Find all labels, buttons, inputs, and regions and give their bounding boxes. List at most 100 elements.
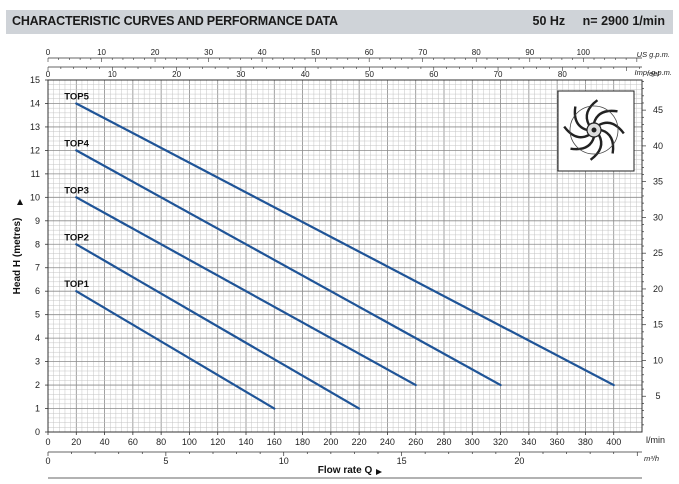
impeller-icon [557, 90, 635, 172]
x-tick-label: 120 [210, 437, 225, 447]
y-tick-label: 1 [35, 404, 40, 414]
y-tick-label: 13 [30, 122, 40, 132]
y-tick-label: 15 [30, 75, 40, 85]
impeller-vane [589, 134, 603, 161]
imp-gpm-tick-label: 80 [558, 70, 567, 79]
m3h-tick-label: 20 [514, 456, 524, 466]
y-tick-label: 7 [35, 263, 40, 273]
y-axis-arrow [17, 199, 23, 205]
us-gpm-tick-label: 100 [577, 48, 591, 57]
y-tick-label: 2 [35, 380, 40, 390]
feet-tick-label: 35 [653, 177, 663, 187]
y-tick-label: 10 [30, 192, 40, 202]
m3h-tick-label: 0 [45, 456, 50, 466]
curve-label-top2: TOP2 [64, 232, 89, 243]
impeller-vane [563, 125, 590, 139]
x-tick-label: 200 [323, 437, 338, 447]
y-axis-title: Head H (metres) [12, 218, 23, 295]
speed-label: n= 2900 1/min [582, 14, 665, 28]
x-unit-label: l/min [646, 435, 665, 445]
m3h-unit-label: m³/h [644, 454, 659, 463]
curve-top3 [75, 196, 417, 387]
us-gpm-tick-label: 60 [365, 48, 374, 57]
x-tick-label: 80 [156, 437, 166, 447]
curve-top5 [75, 102, 615, 387]
feet-tick-label: 40 [653, 141, 663, 151]
imp-gpm-tick-label: 40 [301, 70, 310, 79]
x-tick-label: 220 [352, 437, 367, 447]
feet-tick-label: 15 [653, 320, 663, 330]
m3h-tick-label: 15 [397, 456, 407, 466]
x-tick-label: 40 [100, 437, 110, 447]
impeller-vane [585, 99, 599, 126]
imp-gpm-tick-label: 30 [236, 70, 245, 79]
x-tick-label: 240 [380, 437, 395, 447]
curve-label-top5: TOP5 [64, 91, 89, 102]
y-tick-label: 11 [31, 169, 40, 179]
y-tick-label: 0 [35, 427, 40, 437]
imp-gpm-tick-label: 20 [172, 70, 181, 79]
y-tick-label: 9 [35, 216, 40, 226]
curve-top2 [75, 243, 361, 410]
us-gpm-unit-label: US g.p.m. [637, 50, 670, 59]
feet-tick-label: 10 [653, 355, 663, 365]
feet-tick-label: 25 [653, 248, 663, 258]
y-tick-label: 5 [35, 310, 40, 320]
curve-label-top3: TOP3 [64, 185, 89, 196]
chart-grid [47, 79, 643, 433]
curve-label-top4: TOP4 [64, 138, 89, 149]
y-tick-label: 8 [35, 239, 40, 249]
feet-unit-label: feet [647, 69, 660, 78]
chart-series [75, 102, 615, 410]
x-tick-label: 160 [267, 437, 282, 447]
impeller-vane [573, 106, 588, 132]
m3h-tick-label: 5 [163, 456, 168, 466]
feet-tick-label: 30 [653, 212, 663, 222]
x-axis-arrow [376, 469, 382, 475]
imp-gpm-tick-label: 70 [494, 70, 503, 79]
x-tick-label: 60 [128, 437, 138, 447]
chart-labels: TOP1 TOP2 TOP3 TOP4 TOP5 [64, 91, 89, 290]
x-axis-title: Flow rate Q [318, 465, 373, 476]
y-tick-label: 4 [35, 333, 40, 343]
us-gpm-tick-label: 0 [46, 48, 51, 57]
curve-top4 [75, 149, 502, 387]
imp-gpm-tick-label: 50 [365, 70, 374, 79]
us-gpm-tick-label: 20 [151, 48, 160, 57]
x-tick-label: 340 [521, 437, 536, 447]
x-tick-label: 260 [408, 437, 423, 447]
imp-gpm-tick-label: 60 [429, 70, 438, 79]
feet-tick-label: 45 [653, 105, 663, 115]
impeller-vane [570, 136, 596, 151]
us-gpm-tick-label: 10 [97, 48, 106, 57]
frequency-label: 50 Hz [532, 14, 566, 28]
us-gpm-tick-label: 70 [418, 48, 427, 57]
feet-tick-label: 5 [655, 391, 660, 401]
x-tick-label: 280 [436, 437, 451, 447]
chart-axes: 0 20 40 60 80 100 120 140 160 180 200 220 240 260 280 3… [12, 48, 672, 479]
x-tick-label: 100 [182, 437, 197, 447]
us-gpm-tick-label: 80 [472, 48, 481, 57]
x-tick-label: 20 [71, 437, 81, 447]
header-specs: 50 Hz n= 2900 1/min [519, 14, 665, 28]
x-tick-label: 140 [238, 437, 253, 447]
curve-label-top1: TOP1 [64, 279, 89, 290]
x-tick-label: 360 [550, 437, 565, 447]
x-tick-label: 400 [606, 437, 621, 447]
x-tick-label: 0 [45, 437, 50, 447]
y-tick-label: 3 [35, 357, 40, 367]
imp-gpm-tick-label: 10 [108, 70, 117, 79]
impeller-vane [598, 121, 625, 135]
y-tick-label: 12 [30, 145, 40, 155]
us-gpm-tick-label: 90 [525, 48, 534, 57]
m3h-tick-label: 10 [279, 456, 289, 466]
imp-gpm-unit-label: Imp. g.p.m. [634, 68, 672, 77]
x-tick-label: 180 [295, 437, 310, 447]
chart-header: CHARACTERISTIC CURVES AND PERFORMANCE DA… [6, 10, 673, 34]
plot-frame [47, 79, 643, 433]
x-tick-label: 300 [465, 437, 480, 447]
x-tick-label: 320 [493, 437, 508, 447]
x-tick-label: 380 [578, 437, 593, 447]
us-gpm-tick-label: 30 [204, 48, 213, 57]
us-gpm-tick-label: 40 [258, 48, 267, 57]
